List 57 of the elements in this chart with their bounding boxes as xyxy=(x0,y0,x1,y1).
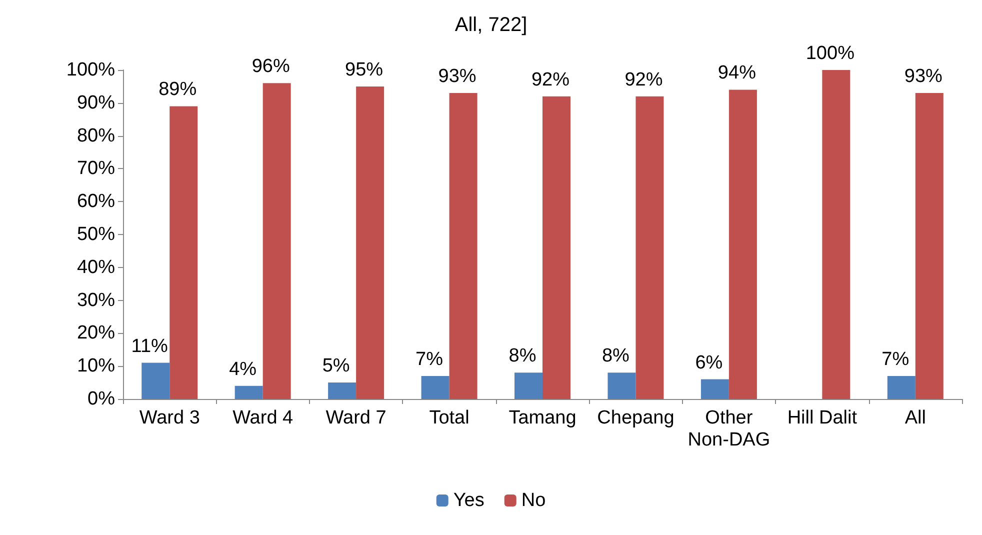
bar xyxy=(608,372,636,399)
data-label: 5% xyxy=(322,356,350,377)
data-label: 7% xyxy=(416,348,444,370)
bar xyxy=(356,86,384,399)
data-label: 89% xyxy=(158,79,197,100)
data-label: 7% xyxy=(882,348,910,370)
data-label: 8% xyxy=(602,346,630,367)
bar xyxy=(170,106,198,399)
data-label: 11% xyxy=(131,336,168,357)
data-label: 4% xyxy=(229,358,257,380)
x-tick-label: Chepang xyxy=(597,408,674,428)
y-tick-label: 80% xyxy=(76,125,116,146)
bar xyxy=(142,362,170,399)
y-tick-label: 10% xyxy=(76,356,116,377)
bar xyxy=(915,93,944,399)
bar xyxy=(700,379,729,399)
y-tick-label: 50% xyxy=(76,224,116,245)
data-label: 93% xyxy=(438,66,476,88)
legend-label: No xyxy=(521,490,546,511)
bar xyxy=(514,372,542,399)
x-tick-label: Ward 3 xyxy=(139,408,200,428)
data-label: 93% xyxy=(904,66,943,88)
x-tick-label: Total xyxy=(429,408,470,428)
bar xyxy=(822,70,850,399)
data-label: 94% xyxy=(718,62,756,84)
bar xyxy=(421,376,450,399)
y-tick-label: 100% xyxy=(66,60,116,80)
y-tick-label: 0% xyxy=(88,388,116,410)
bar xyxy=(542,96,570,399)
x-tick-label: Ward 7 xyxy=(326,408,386,428)
bar xyxy=(636,96,664,399)
y-tick-label: 70% xyxy=(76,158,116,180)
legend-label: Yes xyxy=(453,490,484,511)
data-label: 92% xyxy=(531,69,570,90)
chart-title: All, 722] xyxy=(454,14,528,36)
data-label: 8% xyxy=(508,346,536,367)
bar xyxy=(449,93,478,399)
bar xyxy=(234,386,263,399)
y-tick-label: 20% xyxy=(76,322,116,344)
data-label: 100% xyxy=(806,43,855,64)
y-tick-label: 90% xyxy=(76,92,116,114)
x-tick-label: Hill Dalit xyxy=(787,408,858,428)
y-tick-label: 40% xyxy=(76,256,116,278)
data-label: 95% xyxy=(345,59,384,80)
bar xyxy=(728,90,757,399)
data-label: 92% xyxy=(624,69,663,90)
bar xyxy=(262,83,291,399)
y-tick-label: 30% xyxy=(76,290,116,311)
x-tick-label: Ward 4 xyxy=(232,408,294,428)
data-label: 96% xyxy=(252,56,290,78)
bar xyxy=(887,376,916,399)
bar xyxy=(328,382,356,399)
y-tick-label: 60% xyxy=(76,191,116,212)
x-tick-label: Tamang xyxy=(508,408,576,428)
data-label: 6% xyxy=(695,352,723,374)
x-tick-label: All xyxy=(904,408,926,428)
x-tick-label: Other Non-DAG xyxy=(688,408,770,450)
